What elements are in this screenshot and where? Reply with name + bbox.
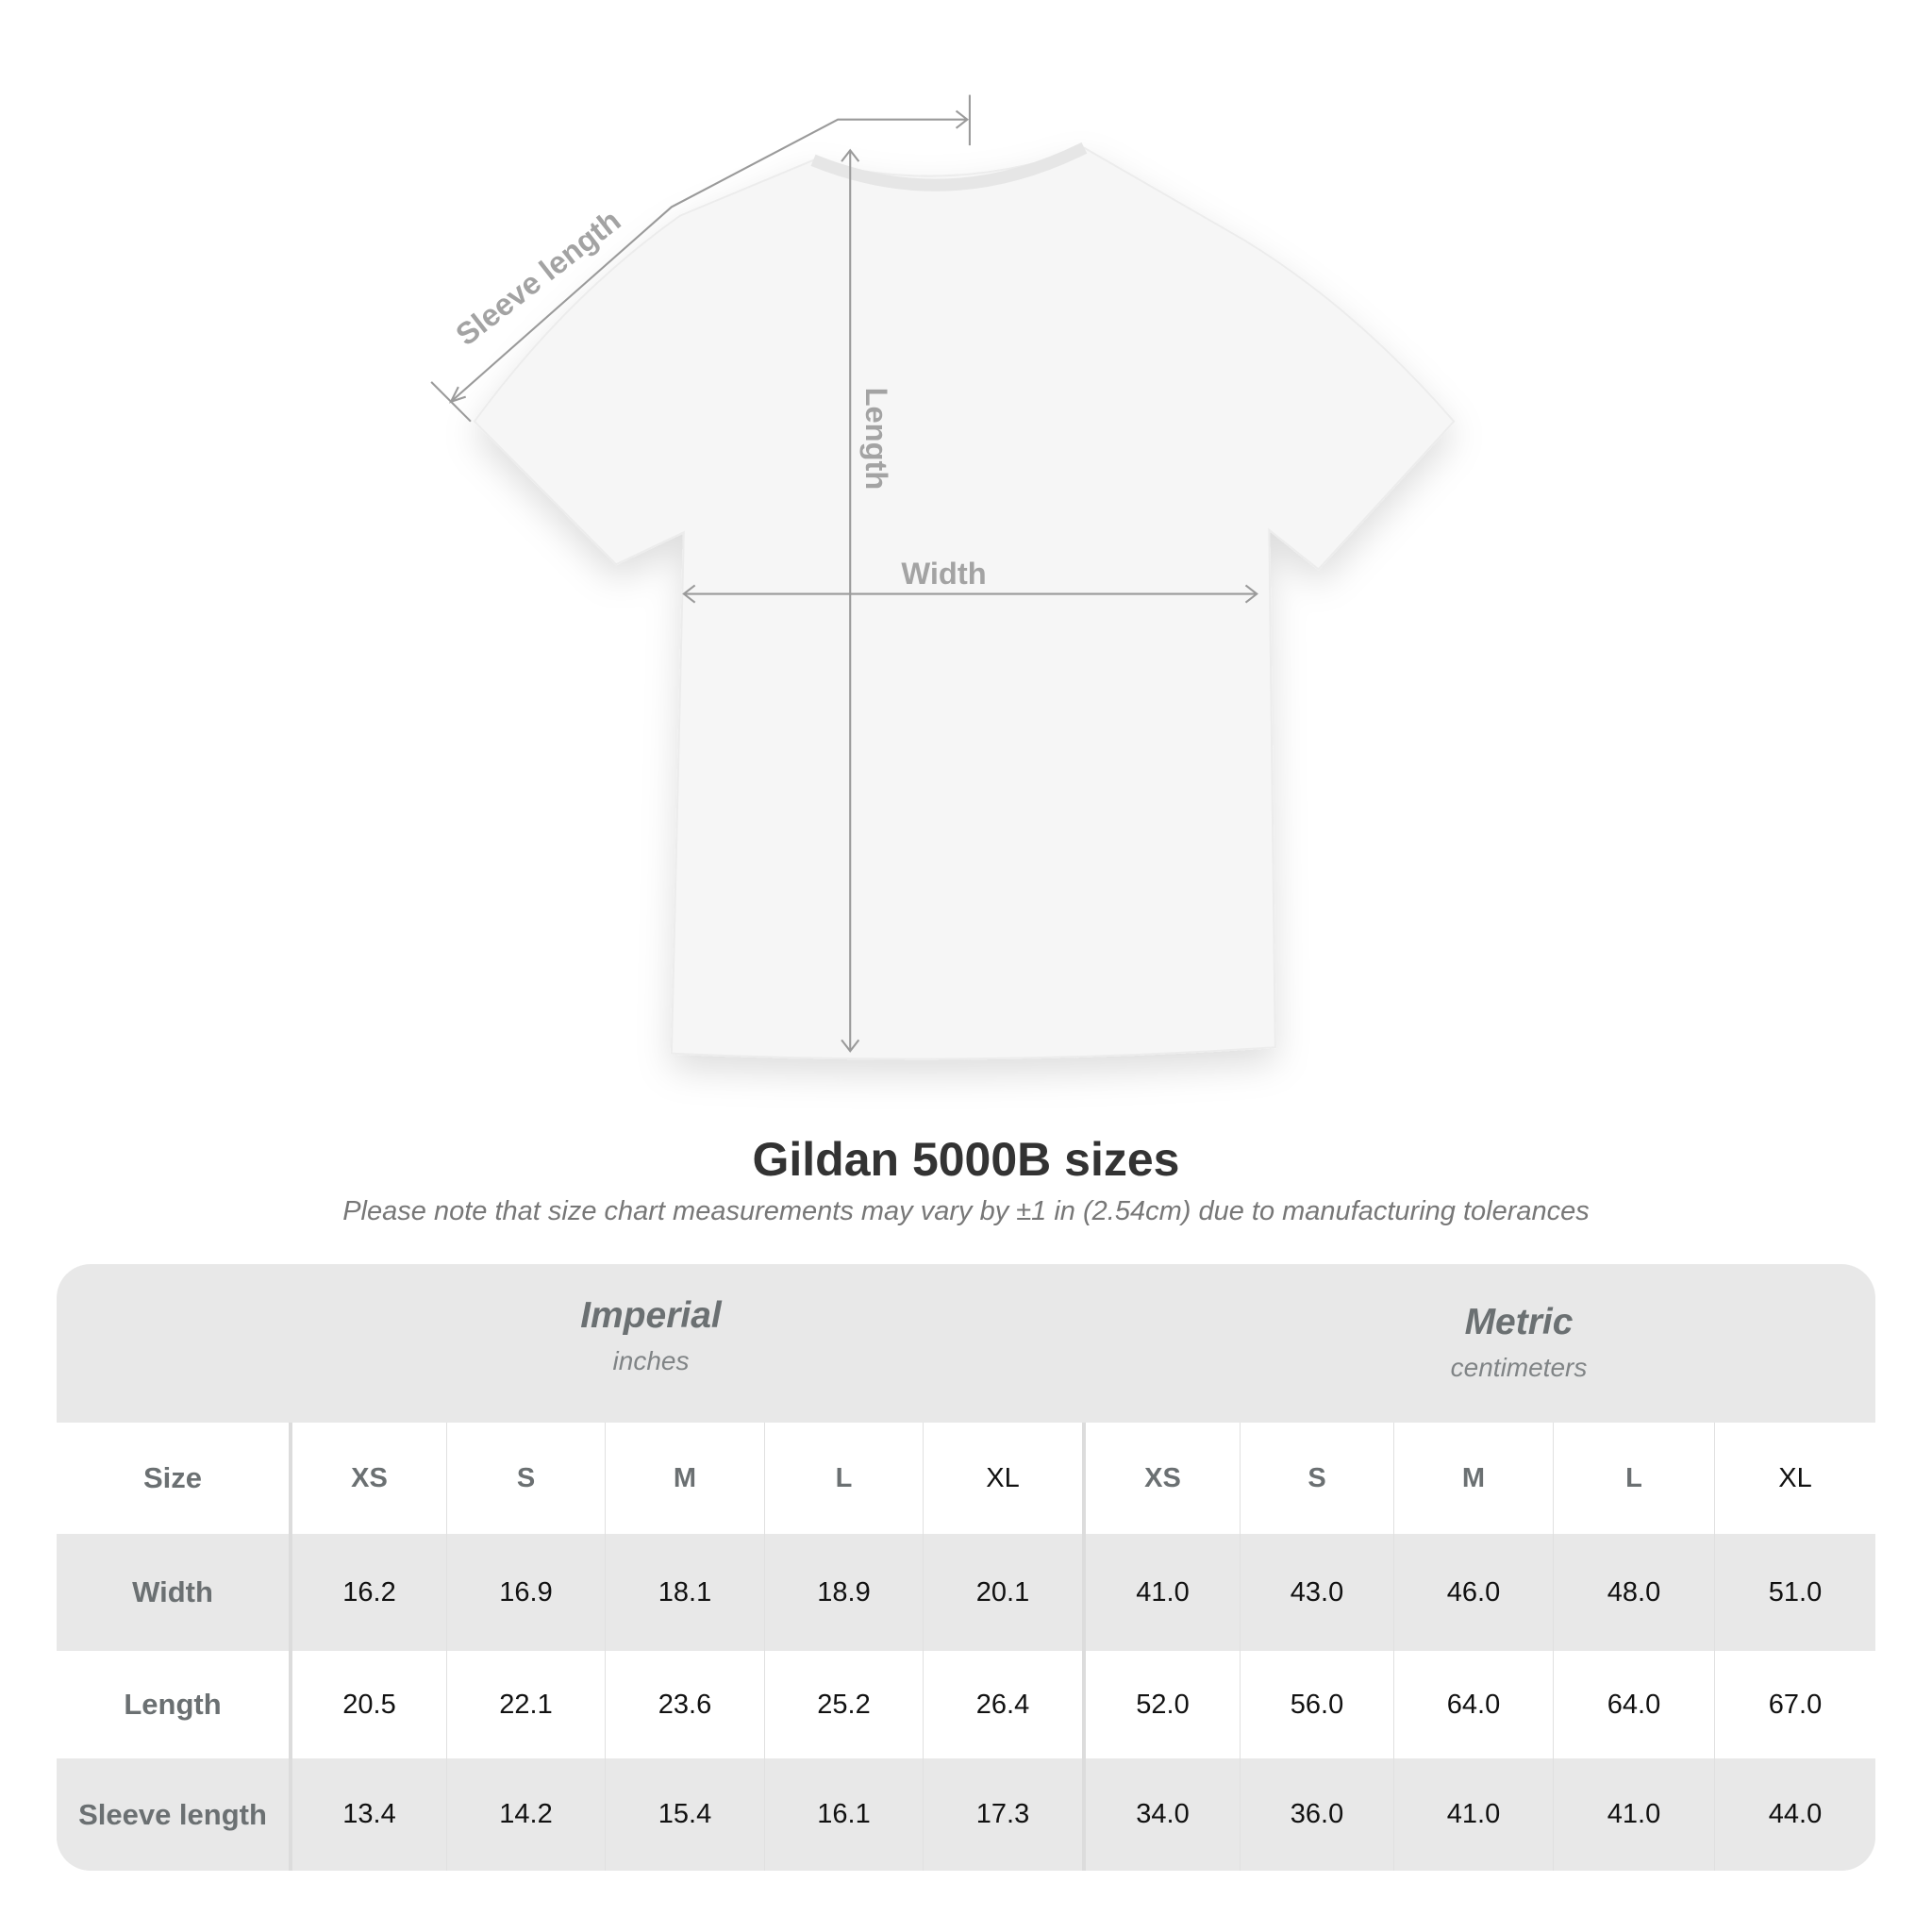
imperial-length-cell: 23.6: [605, 1651, 764, 1758]
metric-sleeve-length-cell: 34.0: [1082, 1758, 1240, 1871]
metric-size-l: L: [1553, 1423, 1714, 1534]
collar: [810, 142, 1088, 192]
imperial-sleeve-length-cell: 15.4: [605, 1758, 764, 1871]
imperial-width-cell: 16.9: [446, 1534, 605, 1651]
metric-sleeve-length-cell: 41.0: [1553, 1758, 1714, 1871]
row-label-length: Length: [57, 1651, 289, 1758]
imperial-sleeve-length-cell: 13.4: [289, 1758, 446, 1871]
imperial-length-cell: 20.5: [289, 1651, 446, 1758]
metric-width-cell: 41.0: [1082, 1534, 1240, 1651]
imperial-size-l: L: [764, 1423, 923, 1534]
tolerance-note: Please note that size chart measurements…: [342, 1196, 1590, 1226]
metric-width-cell: 43.0: [1240, 1534, 1393, 1651]
imperial-unit: inches: [612, 1346, 690, 1375]
metric-size-s: S: [1240, 1423, 1393, 1534]
row-label-width: Width: [57, 1534, 289, 1651]
metric-size-xs: XS: [1082, 1423, 1240, 1534]
metric-length-cell: 64.0: [1393, 1651, 1553, 1758]
imperial-sleeve-length-cell: 17.3: [923, 1758, 1082, 1871]
guide-lines: [430, 94, 1258, 1053]
page-title: Gildan 5000B sizes: [752, 1133, 1180, 1186]
width-label: Width: [901, 556, 986, 591]
imperial-size-s: S: [446, 1423, 605, 1534]
imperial-title: Imperial: [580, 1295, 722, 1336]
imperial-length-cell: 22.1: [446, 1651, 605, 1758]
metric-length-cell: 64.0: [1553, 1651, 1714, 1758]
metric-width-cell: 48.0: [1553, 1534, 1714, 1651]
metric-unit: centimeters: [1450, 1353, 1588, 1382]
row-label-sleeve-length: Sleeve length: [57, 1758, 289, 1871]
imperial-size-xs: XS: [289, 1423, 446, 1534]
metric-sleeve-length-cell: 41.0: [1393, 1758, 1553, 1871]
metric-width-cell: 46.0: [1393, 1534, 1553, 1651]
tshirt-shape: [473, 146, 1456, 1060]
metric-width-cell: 51.0: [1714, 1534, 1875, 1651]
length-label: Length: [859, 388, 894, 491]
imperial-sleeve-length-cell: 14.2: [446, 1758, 605, 1871]
metric-size-xl: XL: [1714, 1423, 1875, 1534]
imperial-width-cell: 18.1: [605, 1534, 764, 1651]
imperial-size-xl: XL: [923, 1423, 1082, 1534]
imperial-length-cell: 26.4: [923, 1651, 1082, 1758]
metric-size-m: M: [1393, 1423, 1553, 1534]
metric-title: Metric: [1464, 1302, 1574, 1342]
metric-header: Metric centimeters: [1236, 1302, 1802, 1383]
imperial-width-cell: 18.9: [764, 1534, 923, 1651]
sleeve-length-arrow: [450, 118, 968, 403]
metric-length-cell: 67.0: [1714, 1651, 1875, 1758]
metric-length-cell: 56.0: [1240, 1651, 1393, 1758]
imperial-sleeve-length-cell: 16.1: [764, 1758, 923, 1871]
imperial-length-cell: 25.2: [764, 1651, 923, 1758]
imperial-width-cell: 16.2: [289, 1534, 446, 1651]
imperial-size-m: M: [605, 1423, 764, 1534]
metric-sleeve-length-cell: 44.0: [1714, 1758, 1875, 1871]
metric-sleeve-length-cell: 36.0: [1240, 1758, 1393, 1871]
metric-length-cell: 52.0: [1082, 1651, 1240, 1758]
imperial-width-cell: 20.1: [923, 1534, 1082, 1651]
size-header: Size: [57, 1423, 289, 1534]
imperial-header: Imperial inches: [368, 1295, 934, 1376]
size-table: Imperial inches Metric centimeters Size X…: [57, 1264, 1875, 1871]
